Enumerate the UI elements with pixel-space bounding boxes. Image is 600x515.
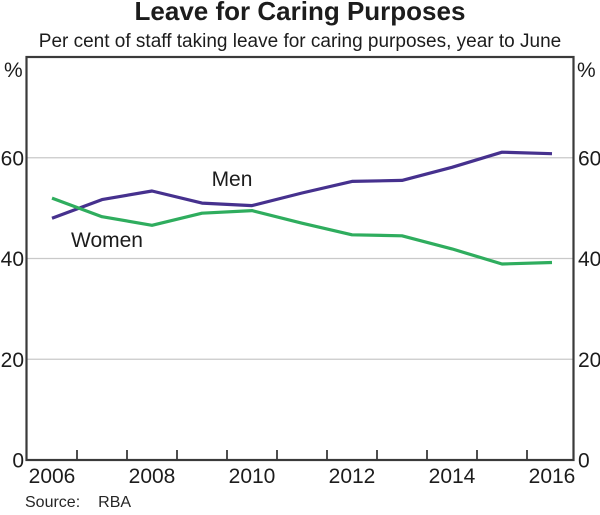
- y-axis-label-right: 40: [578, 248, 600, 271]
- y-axis-label-left: 60: [1, 147, 24, 170]
- source-label: Source:: [25, 494, 81, 511]
- x-axis-label: 2014: [429, 465, 476, 488]
- x-axis-label: 2010: [229, 465, 276, 488]
- x-axis-label: 2008: [129, 465, 176, 488]
- y-axis-label-left: 20: [1, 349, 24, 372]
- x-axis-label: 2012: [329, 465, 376, 488]
- y-axis-label-right: 60: [578, 147, 600, 170]
- series-label-women: Women: [71, 229, 143, 252]
- series-line-men: [51, 150, 553, 220]
- source-note: Source: RBA: [25, 494, 131, 512]
- y-axis-label-right: 0: [578, 450, 590, 473]
- series-line-women: [51, 196, 553, 266]
- y-axis-label-right: 20: [578, 349, 600, 372]
- y-axis-unit-right: %: [577, 59, 596, 82]
- series-label-men: Men: [212, 168, 253, 191]
- x-axis-label: 2006: [29, 465, 76, 488]
- y-axis-label-left: 0: [12, 450, 24, 473]
- chart-title: Leave for Caring Purposes: [134, 0, 466, 26]
- y-axis-label-left: 40: [1, 248, 24, 271]
- plot-frame: [25, 55, 575, 462]
- chart-subtitle: Per cent of staff taking leave for carin…: [38, 31, 562, 52]
- x-axis-label: 2016: [529, 465, 576, 488]
- y-axis-unit-left: %: [4, 59, 23, 82]
- source-value: RBA: [98, 494, 132, 511]
